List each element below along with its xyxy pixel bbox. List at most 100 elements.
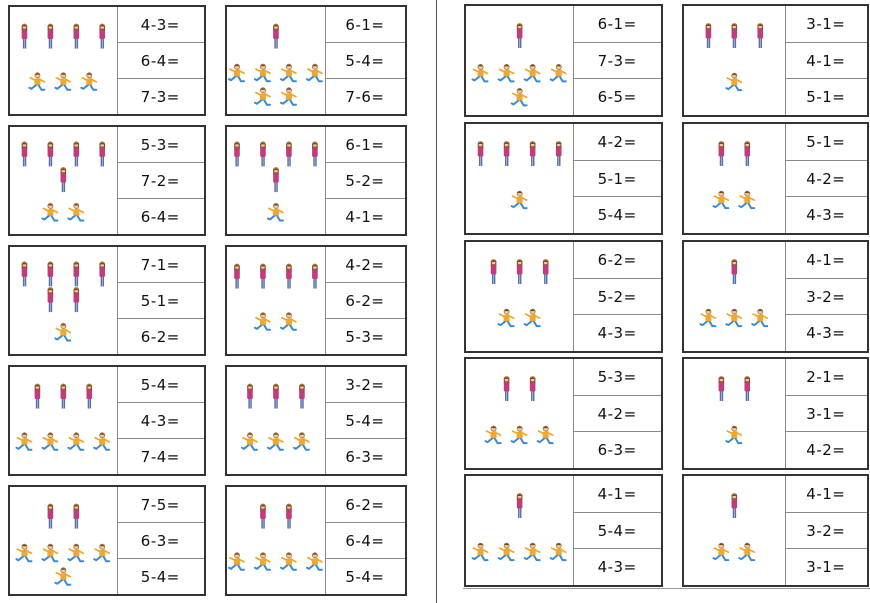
picture-panel: [684, 476, 786, 585]
standing-person-icon: [503, 376, 510, 401]
subtraction-card: 5-1= 4-2= 4-3=: [682, 122, 869, 235]
subtraction-problem: 7-3=: [140, 87, 180, 106]
subtraction-problem: 4-3=: [116, 7, 204, 43]
subtraction-problem: 5-2=: [324, 163, 405, 199]
subtraction-card: 7-1= 5-1= 6-2=: [8, 245, 206, 356]
standing-person-icon: [47, 261, 54, 287]
people-illustration: [712, 141, 756, 210]
running-child-icon: [510, 87, 528, 107]
people-illustration: [705, 23, 764, 92]
subtraction-card: 5-3= 7-2= 6-4=: [8, 125, 206, 236]
running-child-icon: [712, 542, 730, 562]
problem-list: 5-4= 4-3= 7-4=: [116, 367, 204, 474]
running-child-icon: [54, 567, 72, 586]
running-child-icon: [67, 203, 85, 222]
people-illustration: [234, 141, 318, 222]
subtraction-problem: 3-2=: [784, 513, 867, 550]
subtraction-problem: 3-1=: [784, 6, 867, 43]
standing-person-icon: [273, 23, 279, 49]
picture-panel: [684, 359, 786, 468]
problem-list: 5-3= 7-2= 6-4=: [116, 127, 204, 234]
subtraction-card: 7-5= 6-3= 5-4=: [8, 485, 206, 596]
standing-person-icon: [731, 259, 738, 284]
problem-list: 2-1= 3-1= 4-2=: [784, 359, 867, 468]
subtraction-problem: 4-2=: [573, 124, 661, 161]
standing-person-icon: [73, 287, 80, 313]
standing-person-icon: [260, 263, 266, 289]
running-child-icon: [738, 542, 756, 562]
problem-list: 4-3= 6-4= 7-3=: [116, 7, 204, 114]
subtraction-problem: 3-2=: [324, 367, 405, 403]
problem-list: 3-1= 4-1= 5-1=: [784, 6, 867, 115]
subtraction-problem: 6-3=: [116, 523, 204, 559]
standing-person-icon: [542, 259, 549, 284]
subtraction-card: 4-3= 6-4= 7-3=: [8, 5, 206, 116]
picture-panel: [10, 247, 118, 354]
subtraction-problem: 7-6=: [345, 87, 385, 106]
running-child-icon: [227, 552, 245, 571]
subtraction-problem: 5-1=: [573, 161, 661, 198]
people-illustration: [471, 493, 567, 562]
subtraction-problem: 6-2=: [324, 283, 405, 319]
subtraction-problem: 5-4=: [324, 43, 405, 79]
page-edge-line: [463, 588, 870, 589]
running-child-icon: [497, 308, 515, 328]
standing-person-icon: [731, 23, 738, 48]
subtraction-problem: 4-3=: [597, 324, 637, 343]
standing-person-icon: [260, 503, 266, 529]
standing-person-icon: [273, 383, 279, 409]
picture-panel: [684, 242, 786, 351]
subtraction-problem: 5-1=: [116, 283, 204, 319]
subtraction-problem: 6-2=: [324, 487, 405, 523]
subtraction-problem: 7-3=: [573, 43, 661, 80]
standing-person-icon: [529, 376, 536, 401]
picture-panel: [227, 127, 326, 234]
subtraction-problem: 6-1=: [324, 127, 405, 163]
subtraction-card: 4-1= 3-2= 4-3=: [682, 240, 869, 353]
subtraction-problem: 6-1=: [324, 7, 405, 43]
people-illustration: [471, 23, 567, 107]
problem-list: 6-1= 5-4= 7-6=: [324, 7, 405, 114]
subtraction-problem: 4-2=: [324, 247, 405, 283]
subtraction-problem: 4-1=: [345, 207, 385, 226]
picture-panel: [227, 487, 326, 594]
problem-list: 3-2= 5-4= 6-3=: [324, 367, 405, 474]
subtraction-problem: 4-1=: [784, 242, 867, 279]
running-child-icon: [712, 190, 730, 210]
running-child-icon: [28, 72, 46, 91]
standing-person-icon: [86, 383, 93, 409]
subtraction-card: 4-2= 5-1= 5-4=: [464, 122, 663, 235]
standing-person-icon: [516, 259, 523, 284]
standing-person-icon: [47, 503, 54, 529]
picture-panel: [466, 359, 575, 468]
running-child-icon: [751, 308, 769, 328]
running-child-icon: [725, 425, 743, 445]
problem-list: 6-1= 7-3= 6-5=: [573, 6, 661, 115]
standing-person-icon: [312, 141, 318, 167]
running-child-icon: [67, 543, 85, 563]
standing-person-icon: [286, 141, 292, 167]
subtraction-card: 3-1= 4-1= 5-1=: [682, 4, 869, 117]
subtraction-problem: 3-2=: [784, 279, 867, 316]
problem-list: 4-2= 5-1= 5-4=: [573, 124, 661, 233]
subtraction-card: 2-1= 3-1= 4-2=: [682, 357, 869, 470]
subtraction-problem: 4-2=: [806, 441, 846, 460]
standing-person-icon: [47, 287, 54, 313]
running-child-icon: [15, 432, 33, 451]
subtraction-problem: 5-2=: [573, 279, 661, 316]
standing-person-icon: [21, 261, 28, 287]
standing-person-icon: [234, 141, 240, 167]
running-child-icon: [227, 63, 245, 83]
standing-person-icon: [286, 263, 292, 289]
subtraction-problem: 5-4=: [140, 567, 180, 586]
running-child-icon: [523, 542, 541, 562]
running-child-icon: [292, 432, 310, 451]
people-illustration: [240, 383, 310, 451]
running-child-icon: [471, 64, 489, 83]
standing-person-icon: [503, 141, 510, 166]
subtraction-problem: 5-4=: [573, 513, 661, 550]
standing-person-icon: [529, 141, 536, 166]
subtraction-problem: 6-4=: [140, 207, 180, 226]
subtraction-problem: 5-3=: [116, 127, 204, 163]
running-child-icon: [725, 72, 743, 92]
